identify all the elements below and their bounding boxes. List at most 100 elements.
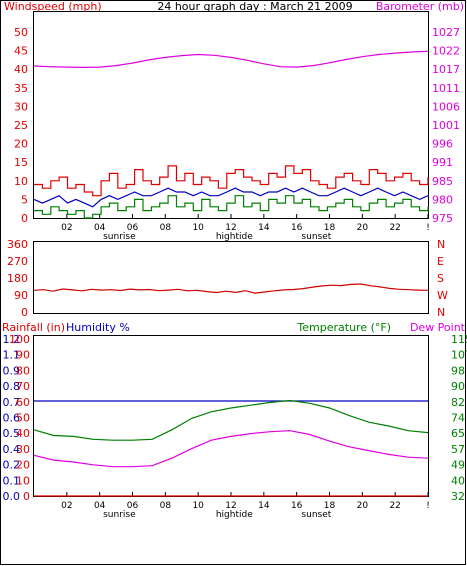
- y-tick-label: 50: [16, 412, 30, 425]
- y-tick-label: 0: [21, 306, 28, 319]
- y-tick-label: 100: [9, 333, 30, 346]
- y-tick-label: 70: [16, 380, 30, 393]
- x-tick-label: 18: [324, 223, 336, 233]
- y-tick-label: 0.6: [3, 412, 21, 425]
- y-tick-label: 1027: [432, 26, 460, 39]
- x-tick-label: 08: [160, 223, 172, 233]
- y-tick-label: W: [437, 289, 448, 302]
- direction-y-ticks: 0 90 180 270 360: [7, 238, 28, 319]
- y-tick-label: 0.1: [3, 474, 21, 487]
- event-label: hightide: [216, 232, 253, 242]
- x-tick-label: 14: [258, 223, 270, 233]
- y-tick-label: 115: [451, 333, 467, 346]
- y-tick-label: 65: [451, 427, 465, 440]
- climate-series: [33, 399, 429, 497]
- humidity-axis-label: Humidity %: [66, 321, 130, 334]
- x-tick-label: 20: [357, 223, 369, 233]
- y-tick-label: N: [437, 306, 445, 319]
- barometer-y-ticks: 975 980 985 991 996 1001 1006 1011 1017 1022 1027: [432, 26, 460, 225]
- event-label: hightide: [216, 510, 253, 520]
- wind-low-line: [34, 195, 429, 219]
- y-tick-label: 1001: [432, 119, 460, 132]
- dewpoint-line: [33, 430, 429, 468]
- wind-y-ticks: 0 5 10 15 20 25 30 35 40 45 50: [14, 26, 28, 225]
- x-tick-label: 12: [225, 501, 236, 511]
- y-tick-label: 0.0: [3, 490, 21, 503]
- event-label: sunset: [301, 510, 331, 520]
- y-tick-label: 80: [16, 364, 30, 377]
- x-tick-label: 02: [61, 223, 72, 233]
- y-tick-label: 90: [16, 349, 30, 362]
- y-tick-label: 57: [451, 443, 465, 456]
- temperature-y-ticks: 32 40 49 57 65 74 82 90 98 107 115: [451, 333, 467, 503]
- x-tick-label: 22: [389, 223, 400, 233]
- y-tick-label: 10: [16, 474, 30, 487]
- x-tick-label: !: [426, 223, 430, 233]
- temperature-axis-label: Temperature (°F): [296, 321, 391, 334]
- y-tick-label: 1.1: [3, 349, 21, 362]
- y-tick-label: 49: [451, 459, 465, 472]
- x-tick-label: 14: [258, 501, 270, 511]
- y-tick-label: 35: [14, 82, 28, 95]
- wind-series: [33, 50, 429, 219]
- x-tick-label: 22: [389, 501, 400, 511]
- y-tick-label: 90: [451, 380, 465, 393]
- y-tick-label: 60: [16, 396, 30, 409]
- x-tick-label: 10: [192, 501, 204, 511]
- y-tick-label: 32: [451, 490, 465, 503]
- wind-axis-label: Windspeed (mph): [4, 0, 102, 13]
- y-tick-label: 45: [14, 45, 28, 58]
- y-tick-label: 180: [7, 272, 28, 285]
- x-tick-label: 06: [127, 223, 139, 233]
- y-tick-label: 0.8: [3, 380, 21, 393]
- y-tick-label: 30: [14, 100, 28, 113]
- y-tick-label: 985: [432, 175, 453, 188]
- y-tick-label: 74: [451, 412, 465, 425]
- humidity-y-ticks: 0 10 20 30 40 50 60 70 80 90 100: [9, 333, 30, 503]
- climate-panel-frame: [33, 335, 429, 497]
- y-tick-label: 0.7: [3, 396, 21, 409]
- y-tick-label: 975: [432, 212, 453, 225]
- x-tick-label: 16: [291, 501, 303, 511]
- y-tick-label: 980: [432, 193, 453, 206]
- y-tick-label: 82: [451, 396, 465, 409]
- y-tick-label: 0.5: [3, 427, 21, 440]
- wind-panel-frame: [33, 11, 429, 219]
- y-tick-label: 0.9: [3, 364, 21, 377]
- barometer-line: [33, 50, 429, 69]
- rainfall-axis-label: Rainfall (in): [2, 321, 65, 334]
- y-tick-label: 1.2: [3, 333, 21, 346]
- y-tick-label: 1011: [432, 82, 460, 95]
- wind-x-ticks: 02 04 06 08 10 12 14 16 18 20 22 ! sunrise hightide su…: [61, 214, 430, 242]
- direction-series: [33, 283, 429, 294]
- y-tick-label: N: [437, 238, 445, 251]
- y-tick-label: 20: [16, 459, 30, 472]
- event-label: sunrise: [103, 232, 136, 242]
- y-tick-label: 1022: [432, 45, 460, 58]
- y-tick-label: 25: [14, 119, 28, 132]
- y-tick-label: 15: [14, 156, 28, 169]
- barometer-axis-label: Barometer (mb): [376, 0, 464, 13]
- x-tick-label: !: [426, 501, 430, 511]
- y-tick-label: 0.4: [3, 443, 21, 456]
- x-tick-label: 08: [160, 501, 172, 511]
- y-tick-label: S: [437, 272, 444, 285]
- y-tick-label: 30: [16, 443, 30, 456]
- y-tick-label: 10: [14, 175, 28, 188]
- temperature-line: [33, 399, 429, 441]
- y-tick-label: 991: [432, 156, 453, 169]
- y-tick-label: 360: [7, 238, 28, 251]
- y-tick-label: 5: [21, 193, 28, 206]
- direction-panel-frame: [33, 241, 429, 314]
- y-tick-label: E: [437, 255, 444, 268]
- event-label: sunset: [301, 232, 331, 242]
- x-tick-label: 04: [94, 501, 106, 511]
- y-tick-label: 20: [14, 138, 28, 151]
- climate-x-ticks: 02 04 06 08 10 12 14 16 18 20 22 ! sunrise hightide su…: [61, 492, 430, 520]
- y-tick-label: 1006: [432, 100, 460, 113]
- y-tick-label: 98: [451, 364, 465, 377]
- y-tick-label: 40: [14, 63, 28, 76]
- wind-speed-line: [34, 165, 429, 197]
- y-tick-label: 1017: [432, 63, 460, 76]
